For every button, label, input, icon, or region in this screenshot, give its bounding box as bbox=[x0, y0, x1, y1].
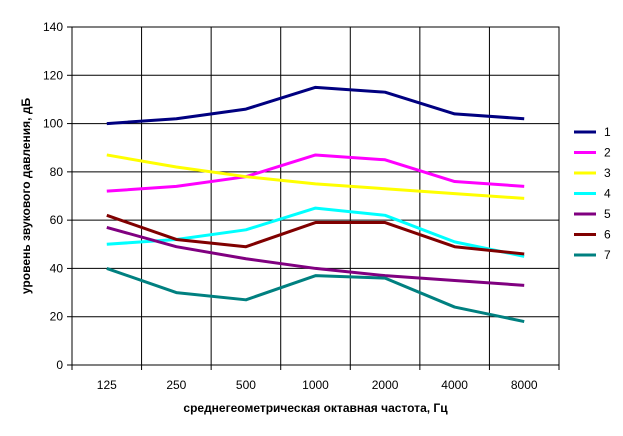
series-line-7 bbox=[106, 267, 525, 324]
y-tick-label: 60 bbox=[50, 213, 64, 227]
legend-label: 7 bbox=[604, 248, 611, 262]
legend-item-2: 2 bbox=[574, 146, 611, 160]
x-tick-label: 2000 bbox=[372, 378, 399, 392]
series-line-1 bbox=[106, 85, 525, 126]
legend-label: 6 bbox=[604, 228, 611, 242]
series-line-4 bbox=[106, 206, 525, 258]
x-tick-label: 8000 bbox=[511, 378, 538, 392]
y-tick-label: 0 bbox=[56, 358, 63, 372]
x-tick-label: 500 bbox=[236, 378, 256, 392]
y-tick-label: 120 bbox=[43, 68, 63, 82]
x-tick-label: 4000 bbox=[441, 378, 468, 392]
series-line-2 bbox=[106, 153, 525, 193]
plot-area bbox=[71, 26, 560, 366]
legend-label: 5 bbox=[604, 207, 611, 221]
series-line-3 bbox=[106, 153, 525, 200]
legend-item-6: 6 bbox=[574, 228, 611, 242]
legend-item-5: 5 bbox=[574, 207, 611, 221]
legend-item-7: 7 bbox=[574, 248, 611, 262]
series-line-6 bbox=[106, 213, 525, 256]
y-tick-label: 20 bbox=[50, 310, 64, 324]
y-tick-label: 80 bbox=[50, 165, 64, 179]
y-axis-ticks: 0 20 40 60 80 100 120 140 bbox=[43, 20, 72, 372]
x-tick-label: 125 bbox=[97, 378, 117, 392]
series-lines bbox=[106, 85, 525, 324]
y-axis-label: уровень звукового давления, дБ bbox=[19, 98, 33, 295]
legend-item-3: 3 bbox=[574, 166, 611, 180]
y-tick-label: 140 bbox=[43, 20, 63, 34]
legend-label: 3 bbox=[604, 166, 611, 180]
legend-item-4: 4 bbox=[574, 187, 611, 201]
legend-label: 1 bbox=[604, 125, 611, 139]
x-tick-label: 1000 bbox=[302, 378, 329, 392]
y-tick-label: 40 bbox=[50, 261, 64, 275]
y-tick-label: 100 bbox=[43, 117, 63, 131]
x-tick-label: 250 bbox=[166, 378, 186, 392]
x-axis-label: среднегеометрическая октавная частота, Г… bbox=[183, 401, 448, 415]
legend-label: 4 bbox=[604, 187, 611, 201]
legend-label: 2 bbox=[604, 146, 611, 160]
x-axis-ticks: 125 250 500 1000 2000 4000 8000 bbox=[71, 365, 560, 392]
legend-item-1: 1 bbox=[574, 125, 611, 139]
series-line-5 bbox=[106, 225, 525, 287]
legend: 1 2 3 4 5 6 7 bbox=[574, 125, 611, 262]
